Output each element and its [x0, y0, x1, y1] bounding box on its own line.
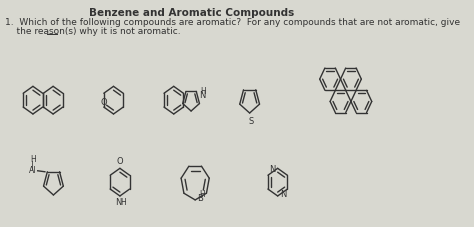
- Text: O: O: [100, 98, 107, 107]
- Text: S: S: [248, 117, 254, 126]
- Text: the reason(s) why it is not aromatic.: the reason(s) why it is not aromatic.: [5, 27, 181, 36]
- Text: N: N: [269, 165, 275, 174]
- Text: Benzene and Aromatic Compounds: Benzene and Aromatic Compounds: [89, 8, 294, 18]
- Text: H: H: [201, 87, 207, 96]
- Text: B: B: [198, 195, 203, 203]
- Text: H: H: [30, 155, 36, 164]
- Text: Al: Al: [29, 166, 36, 175]
- Text: O: O: [117, 157, 123, 166]
- Text: N: N: [199, 91, 205, 100]
- Text: |: |: [31, 161, 34, 170]
- Text: N: N: [115, 198, 121, 207]
- Text: H: H: [120, 198, 126, 207]
- Text: 1.  Which of the following compounds are aromatic?  For any compounds that are n: 1. Which of the following compounds are …: [5, 18, 461, 27]
- Text: N: N: [280, 190, 286, 200]
- Text: H: H: [199, 190, 205, 198]
